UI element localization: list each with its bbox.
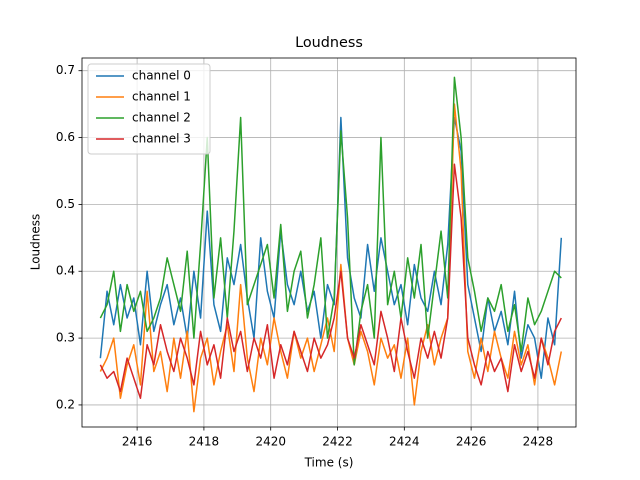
data-line: [99, 76, 562, 366]
x-tick-label: 2418: [189, 435, 220, 449]
data-line: [99, 116, 563, 379]
y-axis-label: Loudness: [29, 214, 43, 271]
x-tick-label: 2426: [456, 435, 487, 449]
x-tick-label: 2416: [122, 435, 153, 449]
legend-label: channel 2: [132, 111, 191, 125]
y-tick-label: 0.6: [56, 130, 75, 144]
plot-frame: [81, 57, 577, 428]
x-tick-label: 2422: [322, 435, 353, 449]
data-line: [99, 163, 562, 400]
legend-label: channel 1: [132, 90, 191, 104]
chart-title: Loudness: [295, 35, 363, 51]
legend-label: channel 3: [132, 132, 191, 146]
y-tick-label: 0.3: [56, 331, 75, 345]
x-tick-label: 2424: [389, 435, 420, 449]
x-axis-label: Time (s): [304, 456, 354, 470]
y-tick-label: 0.5: [56, 197, 75, 211]
legend-box: [87, 63, 211, 155]
y-tick-label: 0.2: [56, 397, 75, 411]
y-tick-label: 0.4: [56, 264, 75, 278]
legend-label: channel 0: [132, 69, 191, 83]
x-tick-label: 2428: [523, 435, 554, 449]
y-tick-label: 0.7: [56, 63, 75, 77]
x-tick-label: 2420: [255, 435, 286, 449]
